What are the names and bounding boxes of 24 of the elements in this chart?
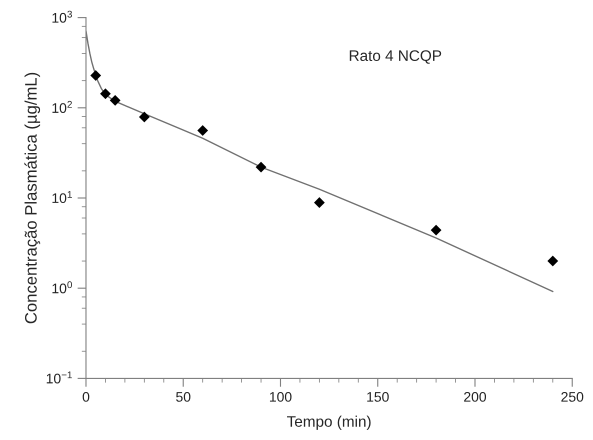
point <box>100 88 111 100</box>
y-tick-label: 10$^{1}$ <box>52 191 72 204</box>
point <box>547 256 558 266</box>
x-axis-title: Tempo (min) <box>287 416 371 430</box>
line-series <box>86 30 554 292</box>
point <box>90 70 102 81</box>
point <box>256 162 266 172</box>
point <box>430 224 442 236</box>
point <box>314 197 325 208</box>
x-tick-label: 200 <box>464 392 486 402</box>
x-tick-label: 100 <box>270 392 292 402</box>
x-tick-label: 250 <box>561 392 584 402</box>
y-axis-title: Concentração Plasmática (µg/mL) <box>24 72 40 324</box>
point <box>197 125 208 136</box>
x-tick-label: 0 <box>82 392 90 402</box>
y-tick-label: 10$^{−1}$ <box>46 371 72 384</box>
y-tick-label: 10$^{3}$ <box>52 10 72 23</box>
annotation: Rato 4 NCQP <box>350 50 442 64</box>
point <box>110 94 121 106</box>
x-tick-label: 50 <box>176 392 190 402</box>
x-tick-label: 150 <box>367 392 389 402</box>
point <box>138 112 150 122</box>
y-tick-label: 10$^{2}$ <box>52 100 72 113</box>
y-tick-label: 10$^{0}$ <box>52 281 72 294</box>
